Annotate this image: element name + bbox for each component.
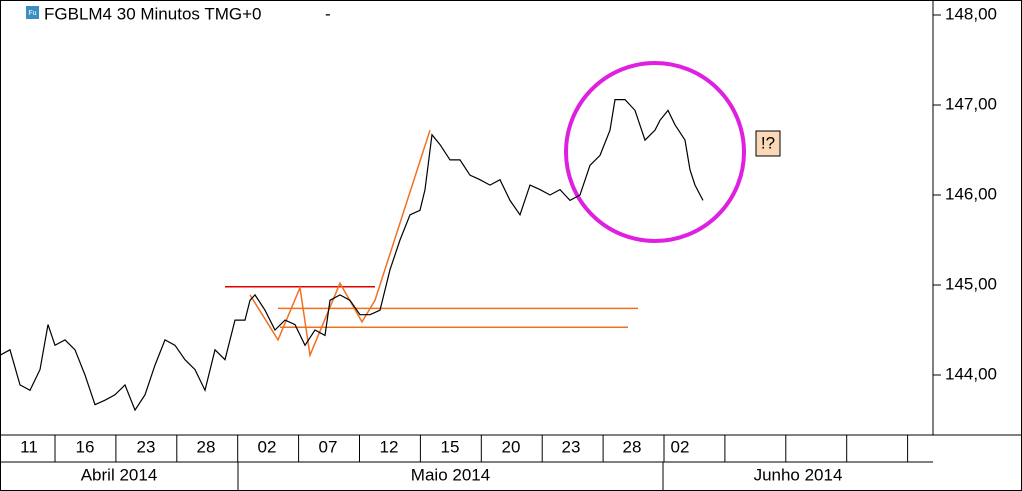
title-suffix: -	[325, 4, 331, 23]
icon	[26, 6, 39, 19]
x-tick-label: 11	[20, 437, 38, 456]
y-tick-label: 144,00	[945, 364, 997, 383]
y-tick-label: 145,00	[945, 274, 997, 293]
x-tick-label: 12	[380, 437, 399, 456]
x-tick-label: 20	[502, 437, 521, 456]
x-tick-label: 16	[76, 437, 95, 456]
icon-text: Fu	[28, 10, 36, 17]
x-tick-label: 23	[562, 437, 581, 456]
x-tick-label: 02	[258, 437, 277, 456]
trendline	[249, 129, 431, 358]
x-tick-label: 28	[197, 437, 216, 456]
y-tick-label: 146,00	[945, 184, 997, 203]
annotation: !?	[761, 133, 775, 152]
month-label: Maio 2014	[411, 465, 490, 484]
x-tick-label: 07	[319, 437, 338, 456]
y-tick-label: 148,00	[945, 4, 997, 23]
month-label: Junho 2014	[754, 465, 843, 484]
month-label: Abril 2014	[81, 465, 158, 484]
x-tick-label: 28	[623, 437, 642, 456]
price-line	[0, 99, 704, 412]
annotation-box	[755, 130, 781, 157]
chart-title: FGBLM4 30 Minutos TMG+0	[44, 4, 261, 23]
highlight-circle	[564, 61, 746, 243]
x-tick-label: 02	[671, 437, 690, 456]
x-tick-label: 23	[137, 437, 156, 456]
x-tick-label: 15	[441, 437, 460, 456]
y-tick-label: 147,00	[945, 94, 997, 113]
